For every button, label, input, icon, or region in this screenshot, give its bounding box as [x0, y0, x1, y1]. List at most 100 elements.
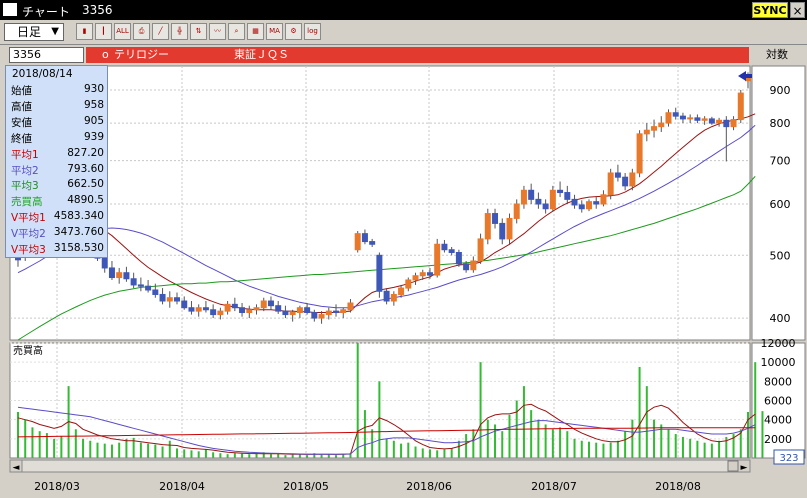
- candle-body: [607, 172, 614, 196]
- ohlc-row: 平均3 662.50: [9, 178, 106, 194]
- volume-tick-label: 6000: [764, 395, 792, 408]
- volume-bar: [725, 436, 728, 458]
- candle-body: [304, 307, 311, 313]
- candle-body: [311, 311, 318, 319]
- volume-bar: [371, 429, 374, 458]
- volume-bar: [96, 442, 99, 458]
- candle-body: [694, 117, 701, 121]
- candle-body: [101, 257, 108, 269]
- volume-bar: [465, 434, 468, 458]
- price-tick-label: 700: [770, 155, 791, 168]
- candle-body: [130, 278, 137, 286]
- candle-body: [564, 192, 571, 200]
- period-select[interactable]: 日足 ▼: [4, 23, 64, 41]
- volume-bar: [392, 440, 395, 458]
- print-icon[interactable]: ⎙: [133, 23, 150, 40]
- volume-bar: [60, 435, 63, 458]
- volume-bar: [479, 362, 482, 458]
- volume-bar: [233, 453, 236, 458]
- volume-bar: [356, 343, 359, 458]
- crosshair-icon[interactable]: ╬: [171, 23, 188, 40]
- close-button[interactable]: ×: [790, 2, 805, 18]
- price-tick-label: 800: [770, 117, 791, 130]
- volume-bar: [161, 446, 164, 458]
- bar-icon[interactable]: ┃: [95, 23, 112, 40]
- candle-body: [354, 233, 361, 251]
- volume-bar: [132, 437, 135, 458]
- candle-body: [383, 290, 390, 302]
- candle-body: [658, 122, 665, 128]
- log-icon[interactable]: log: [304, 23, 321, 40]
- candle-body: [542, 203, 549, 210]
- scroll-left-button[interactable]: [9, 459, 23, 473]
- calendar-icon[interactable]: ▦: [247, 23, 264, 40]
- ohlc-value: 930: [83, 83, 104, 95]
- volume-bar: [82, 438, 85, 458]
- candle-body: [484, 213, 491, 240]
- candle-body: [267, 300, 274, 307]
- volume-bar: [501, 431, 504, 458]
- candle-body: [434, 243, 441, 276]
- candle-body: [116, 272, 123, 279]
- x-tick-label: 2018/03: [34, 480, 80, 493]
- volume-bar: [638, 366, 641, 458]
- volume-bar: [602, 443, 605, 458]
- ohlc-label: 売買高: [11, 196, 43, 209]
- candle-body: [195, 307, 202, 312]
- split-icon[interactable]: ⇅: [190, 23, 207, 40]
- volume-bar: [508, 414, 511, 458]
- ohlc-value: 4583.340: [53, 210, 104, 223]
- settings-icon[interactable]: ⚙: [285, 23, 302, 40]
- ma-icon[interactable]: MA: [266, 23, 283, 40]
- ohlc-row: 平均1 827.20: [9, 147, 106, 163]
- sync-button[interactable]: SYNC: [752, 2, 788, 18]
- ohlc-row: 始値 930: [9, 83, 106, 99]
- volume-current-value: 323: [779, 453, 798, 464]
- all-icon[interactable]: ALL: [114, 23, 131, 40]
- volume-tick-label: 4000: [764, 414, 792, 427]
- compare-icon[interactable]: 〰: [209, 23, 226, 40]
- candle-body: [477, 238, 484, 262]
- draw-line-icon[interactable]: ╱: [152, 23, 169, 40]
- candle-body: [108, 267, 115, 279]
- candle-body: [246, 309, 253, 313]
- ohlc-label: V平均2: [11, 228, 46, 241]
- volume-bar: [349, 453, 352, 458]
- stock-code-input[interactable]: 3356: [9, 47, 84, 63]
- volume-bar: [378, 381, 381, 458]
- price-tick-label: 600: [770, 198, 791, 211]
- stock-name-bar: o テリロジー 東証ＪＱＳ: [86, 47, 749, 63]
- scroll-thumb[interactable]: [727, 460, 739, 472]
- volume-bar: [530, 410, 533, 458]
- volume-bar: [139, 442, 142, 458]
- scroll-left-icon[interactable]: ◄: [13, 463, 20, 473]
- candle-body: [390, 293, 397, 302]
- volume-tick-label: 2000: [764, 433, 792, 446]
- ohlc-value: 905: [83, 114, 104, 127]
- scroll-right-icon[interactable]: ►: [741, 463, 748, 473]
- volume-bar: [580, 440, 583, 458]
- volume-bar: [573, 438, 576, 458]
- horizontal-scrollbar[interactable]: [9, 459, 751, 473]
- ohlc-label: 始値: [11, 85, 32, 97]
- volume-bar: [544, 424, 547, 458]
- zoom-icon[interactable]: ⌕: [228, 23, 245, 40]
- volume-bar: [595, 442, 598, 458]
- volume-bar: [696, 440, 699, 458]
- volume-tick-label: 8000: [764, 375, 792, 388]
- volume-bar: [450, 448, 453, 458]
- volume-bar: [739, 429, 742, 458]
- volume-ma-line-2: [17, 406, 756, 455]
- candle-body: [730, 119, 737, 128]
- volume-bar: [241, 453, 244, 458]
- log-scale-button[interactable]: 対数: [750, 47, 804, 63]
- candle-body: [376, 254, 383, 292]
- volume-bar: [400, 443, 403, 458]
- volume-bar: [298, 454, 301, 458]
- volume-bar: [428, 449, 431, 458]
- candle-body: [716, 119, 723, 124]
- candle-icon[interactable]: ▮: [76, 23, 93, 40]
- ohlc-row: 終値 939: [9, 131, 106, 147]
- candle-body: [745, 77, 751, 82]
